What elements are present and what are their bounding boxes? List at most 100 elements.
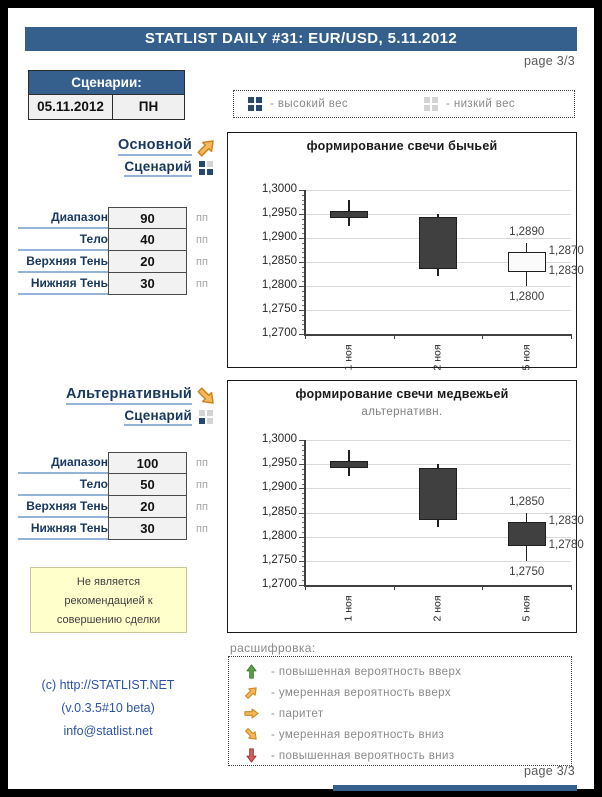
up-arrow-glyph <box>245 664 257 679</box>
main-scenario-heading: Основной Сценарий <box>20 136 192 177</box>
y-axis-tick <box>299 286 305 287</box>
y-axis-minor-tick <box>302 498 305 499</box>
y-axis-minor-tick <box>302 271 305 273</box>
main-scenario-params: Диапазон 90 пп Тело 40 пп Верхняя Тень 2… <box>18 207 228 295</box>
param-unit: пп <box>196 479 208 491</box>
y-axis-minor-tick <box>302 228 305 230</box>
weight-legend-item-low: - низкий вес <box>424 97 515 111</box>
param-label: Диапазон <box>18 207 108 229</box>
y-axis-minor-tick <box>302 493 305 495</box>
candle-body <box>330 460 369 469</box>
weight-square-light <box>424 97 430 103</box>
legend-item: - умеренная вероятность вверх <box>243 685 571 700</box>
weight-square-light <box>207 418 213 424</box>
y-axis-minor-tick <box>302 478 305 480</box>
down-arrow-icon <box>243 748 259 763</box>
candle-data-label: 1,2800 <box>509 291 545 303</box>
y-axis-label: 1,3000 <box>261 433 297 445</box>
page-number-top: page 3/3 <box>523 54 575 68</box>
legend-item-label: - повышенная вероятность вниз <box>271 749 455 762</box>
up-right-arrow-icon <box>195 136 217 158</box>
up-right-arrow-glyph <box>244 687 257 699</box>
param-unit: пп <box>196 234 208 246</box>
email-link[interactable]: info@statlist.net <box>63 724 153 738</box>
alt-scenario-subtitle: Сценарий <box>124 408 192 426</box>
y-axis-tick <box>299 262 305 263</box>
legend-item: - повышенная вероятность вниз <box>243 748 571 763</box>
y-axis-tick <box>299 560 305 562</box>
y-axis-minor-tick <box>302 290 305 292</box>
y-axis-minor-tick <box>302 575 305 577</box>
param-row: Тело 50 пп <box>18 474 228 496</box>
param-row: Верхняя Тень 20 пп <box>18 251 228 273</box>
x-axis-tick <box>305 585 306 590</box>
gridline <box>305 440 571 441</box>
y-axis-minor-tick <box>302 580 305 582</box>
candle-body <box>419 467 457 520</box>
footer-accent-strip <box>333 785 577 791</box>
x-axis-label: 2 ноя <box>431 344 444 371</box>
param-label: Тело <box>18 229 108 251</box>
param-row: Тело 40 пп <box>18 229 228 251</box>
y-axis-minor-tick <box>302 204 305 206</box>
weight-square-light <box>432 105 438 111</box>
main-scenario-subtitle: Сценарий <box>124 159 192 177</box>
up-right-arrow-icon <box>243 685 259 700</box>
candle-body <box>507 252 546 272</box>
down-right-arrow-glyph <box>244 728 257 740</box>
param-row: Диапазон 90 пп <box>18 207 228 229</box>
y-axis-tick <box>299 536 305 538</box>
version-label: (v.0.3.5#10 beta) <box>61 701 155 715</box>
site-link[interactable]: (c) http://STATLIST.NET <box>41 678 175 692</box>
y-axis-minor-tick <box>302 223 305 225</box>
disclaimer-line: Не является <box>76 576 141 588</box>
y-axis-tick <box>299 334 305 335</box>
weight-square-light <box>424 105 430 111</box>
chart-title: формирование свечи медвежьей <box>295 387 509 401</box>
legend-item-label: - умеренная вероятность вниз <box>271 728 445 741</box>
weight-square-dark <box>248 97 254 103</box>
y-axis-minor-tick <box>302 281 305 283</box>
y-axis-tick <box>299 238 305 239</box>
x-axis-label: 5 ноя <box>520 344 533 371</box>
y-axis-minor-tick <box>302 546 305 548</box>
y-axis-minor-tick <box>302 329 305 331</box>
y-axis-line <box>304 440 306 585</box>
x-axis-tick <box>482 585 484 590</box>
bullish-candle-chart: формирование свечи бычьей 1,3000 1,2950 1,2… <box>227 132 584 371</box>
x-axis-label: 2 ноя <box>431 595 444 622</box>
legend-item: - паритет <box>243 706 571 721</box>
x-axis-tick <box>482 334 484 339</box>
param-row: Верхняя Тень 20 пп <box>18 496 228 518</box>
x-axis-label: 1 ноя <box>342 595 355 622</box>
weight-square-light <box>432 97 438 103</box>
low-weight-squares-icon <box>424 97 438 111</box>
alt-scenario-title: Альтернативный <box>66 386 192 405</box>
legend-item: - умеренная вероятность вниз <box>243 727 571 742</box>
y-axis-minor-tick <box>302 517 305 519</box>
weight-legend-box: - высокий вес - низкий вес <box>233 90 575 118</box>
y-axis-minor-tick <box>302 295 305 297</box>
y-axis-minor-tick <box>302 218 305 220</box>
param-row: Нижняя Тень 30 пп <box>18 273 228 295</box>
y-axis-label: 1,2750 <box>261 553 297 566</box>
gridline <box>305 310 571 311</box>
y-axis-minor-tick <box>302 556 305 557</box>
legend-item-label: - повышенная вероятность вверх <box>271 665 462 678</box>
x-axis-tick <box>393 585 395 590</box>
weight-square-dark <box>248 105 254 111</box>
y-axis-minor-tick <box>302 473 305 475</box>
y-axis-minor-tick <box>302 507 305 509</box>
high-weight-squares-icon <box>248 97 262 111</box>
y-axis-minor-tick <box>302 565 305 567</box>
down-right-arrow-icon <box>195 385 217 407</box>
y-axis-label: 1,2850 <box>261 255 297 267</box>
gridline <box>305 560 571 562</box>
weight-square-light <box>207 410 213 416</box>
weight-square-light <box>207 161 213 167</box>
y-axis-minor-tick <box>302 233 305 235</box>
y-axis-label: 1,2700 <box>261 327 297 339</box>
param-value: 20 <box>108 496 187 518</box>
y-axis-minor-tick <box>302 531 305 533</box>
y-axis-minor-tick <box>302 300 305 302</box>
